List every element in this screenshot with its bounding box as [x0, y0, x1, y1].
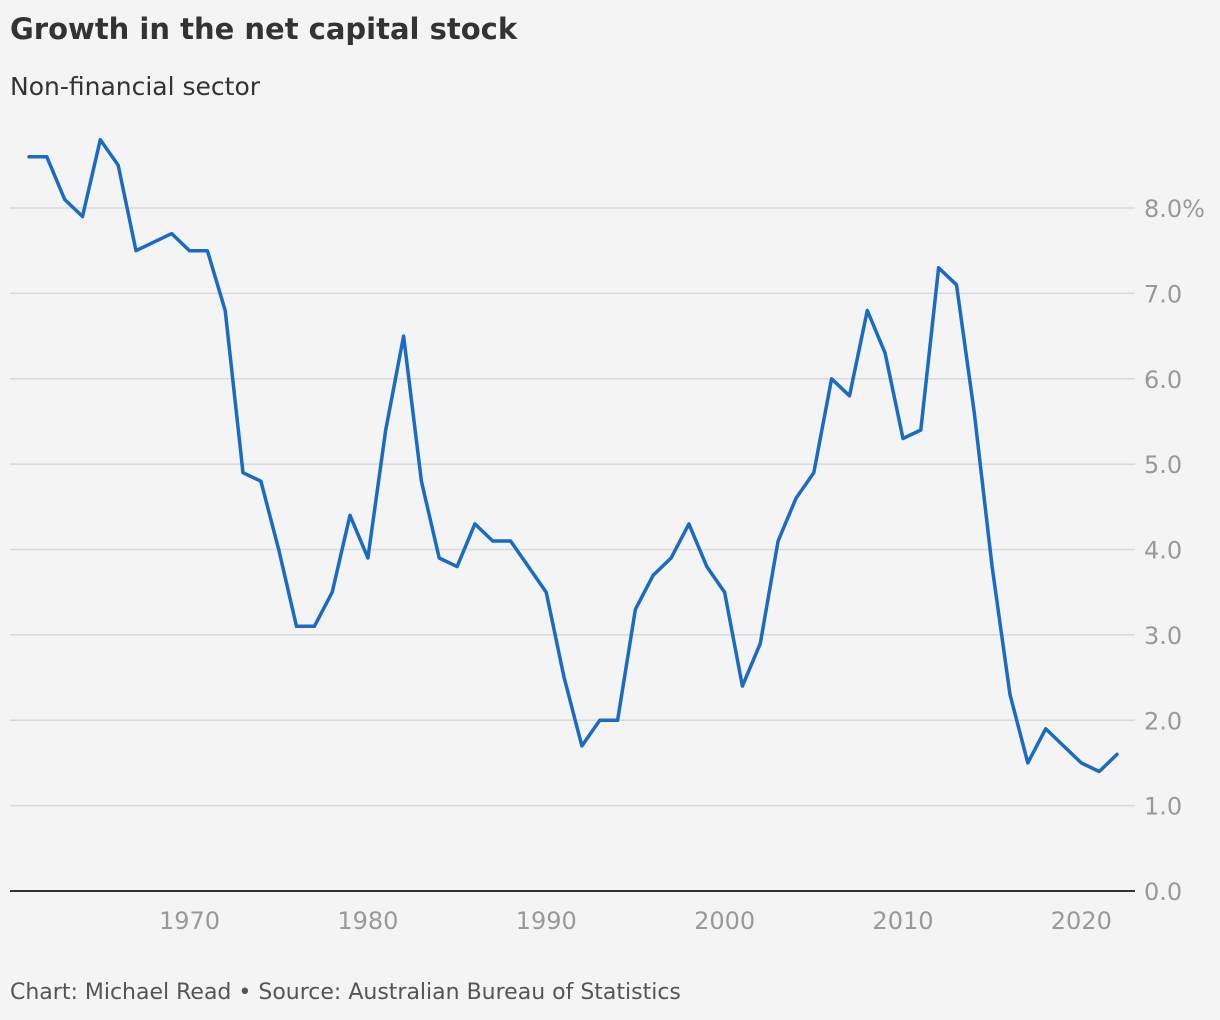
y-tick-label: 2.0 [1144, 707, 1182, 735]
y-tick-label: 8.0% [1144, 195, 1205, 223]
x-tick-label: 2000 [694, 907, 755, 935]
x-tick-label: 1980 [337, 907, 398, 935]
chart-title: Growth in the net capital stock [10, 12, 518, 46]
x-tick-label: 2020 [1051, 907, 1112, 935]
line-chart: 0.0 1.0 2.0 3.0 4.0 5.0 6.0 7.0 8.0% 1970 1980 199… [10, 137, 1205, 935]
y-tick-label: 0.0 [1144, 878, 1182, 906]
x-tick-label: 1970 [159, 907, 220, 935]
y-tick-label: 4.0 [1144, 537, 1182, 565]
y-tick-label: 5.0 [1144, 451, 1182, 479]
x-axis-labels: 1970 1980 1990 2000 2010 2020 [159, 907, 1112, 935]
y-tick-label: 1.0 [1144, 793, 1182, 821]
gridlines [10, 207, 1135, 892]
series-line [27, 137, 1119, 774]
x-tick-label: 1990 [516, 907, 577, 935]
y-tick-label: 7.0 [1144, 280, 1182, 308]
x-tick-label: 2010 [872, 907, 933, 935]
y-tick-label: 6.0 [1144, 366, 1182, 394]
y-axis-labels: 0.0 1.0 2.0 3.0 4.0 5.0 6.0 7.0 8.0% [1144, 195, 1205, 906]
series-line-group [27, 137, 1119, 774]
y-tick-label: 3.0 [1144, 622, 1182, 650]
chart-subtitle: Non-financial sector [10, 72, 261, 101]
chart-footer: Chart: Michael Read • Source: Australian… [10, 980, 681, 1005]
